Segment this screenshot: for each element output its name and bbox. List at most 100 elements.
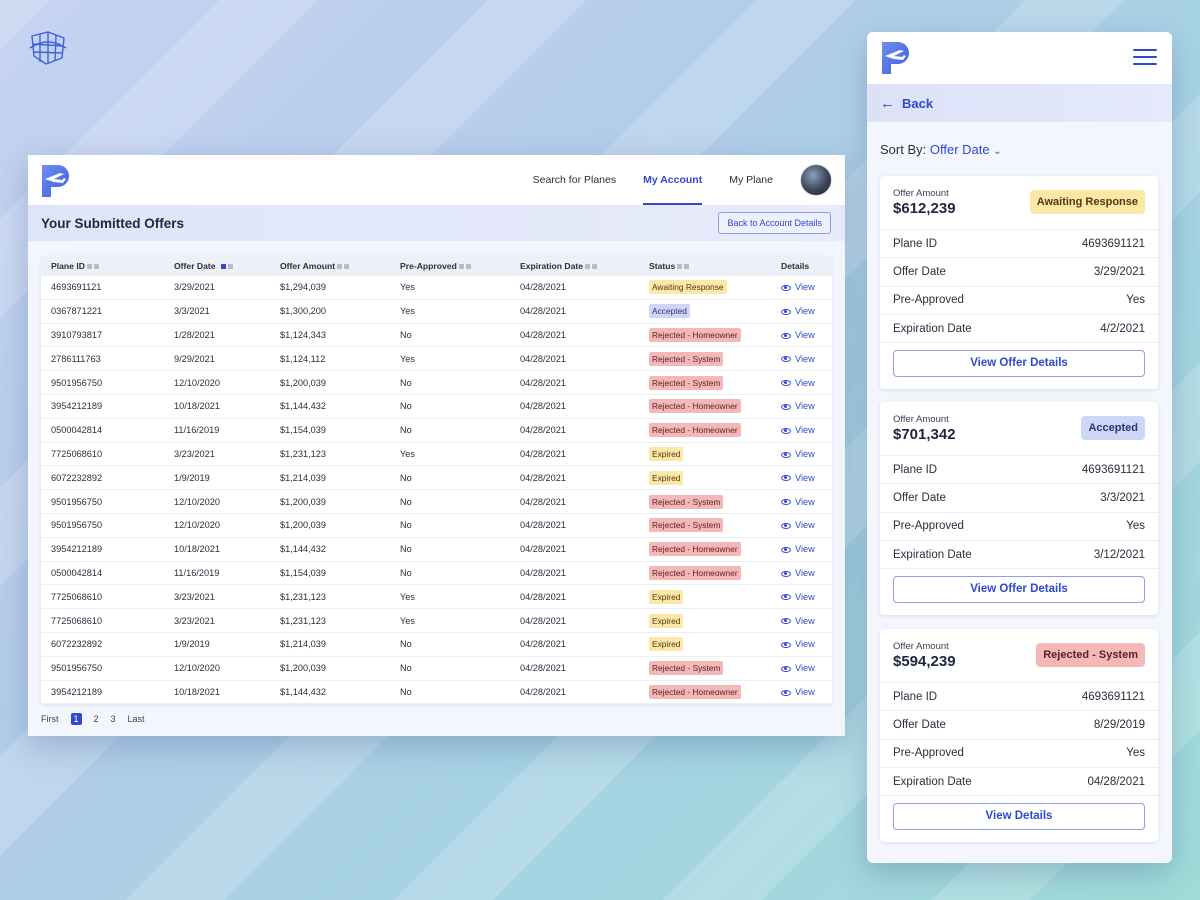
table-row: 0500042814 11/16/2019 $1,154,039 No 04/28/20… xyxy=(41,419,832,443)
col-header-offer-amount[interactable]: Offer Amount xyxy=(280,261,350,271)
field-label: Pre-Approved xyxy=(893,747,964,760)
view-link[interactable]: View xyxy=(781,544,815,554)
cell-status: Rejected - System xyxy=(649,375,724,390)
eye-icon xyxy=(781,475,791,482)
col-header-offer-date[interactable]: Offer Date xyxy=(174,261,233,271)
offer-card-field: Expiration Date 4/2/2021 xyxy=(880,315,1158,344)
sort-icon[interactable] xyxy=(684,264,690,270)
nav-my-plane[interactable]: My Plane xyxy=(729,174,773,186)
table-row: 3910793817 1/28/2021 $1,124,343 No 04/28/202… xyxy=(41,324,832,348)
table-cell: 12/10/2020 xyxy=(174,520,220,531)
status-badge: Rejected - Homeowner xyxy=(649,684,741,699)
eye-icon xyxy=(781,332,791,339)
table-cell: No xyxy=(400,663,412,674)
view-offer-details-button[interactable]: View Offer Details xyxy=(893,576,1145,604)
view-link[interactable]: View xyxy=(781,616,815,626)
cell-status: Rejected - System xyxy=(649,494,724,509)
eye-icon xyxy=(781,594,791,601)
sort-dropdown[interactable]: Offer Date ⌄ xyxy=(929,142,1002,157)
view-label: View xyxy=(795,472,815,483)
page-3[interactable]: 3 xyxy=(110,714,116,724)
eye-icon xyxy=(781,641,791,648)
offer-card-field: Pre-Approved Yes xyxy=(880,740,1158,768)
chevron-down-icon: ⌄ xyxy=(993,146,1002,157)
sort-icon[interactable] xyxy=(227,264,233,270)
view-label: View xyxy=(795,615,815,626)
logo-p-plane-icon[interactable] xyxy=(40,163,72,199)
table-cell: 04/28/2021 xyxy=(520,663,566,674)
view-link[interactable]: View xyxy=(781,497,815,507)
table-cell: 3/23/2021 xyxy=(174,591,215,602)
view-link[interactable]: View xyxy=(781,473,815,483)
view-link[interactable]: View xyxy=(781,687,815,697)
mobile-window: ← Back Sort By: Offer Date ⌄ Offer Amoun… xyxy=(867,32,1172,863)
page-last[interactable]: Last xyxy=(127,714,145,724)
table-cell: 04/28/2021 xyxy=(520,686,566,697)
view-link[interactable]: View xyxy=(781,520,815,530)
sort-icon[interactable] xyxy=(93,264,99,270)
table-cell: 0367871221 xyxy=(51,306,103,317)
offer-card-header: Offer Amount $701,342 Accepted xyxy=(880,402,1158,456)
plan-sketch-icon xyxy=(29,31,67,65)
field-label: Plane ID xyxy=(893,463,938,476)
view-link[interactable]: View xyxy=(781,449,815,459)
back-to-account-button[interactable]: Back to Account Details xyxy=(718,212,831,234)
col-header-expiration-date[interactable]: Expiration Date xyxy=(520,261,598,271)
status-badge: Rejected - Homeowner xyxy=(649,399,741,414)
view-link[interactable]: View xyxy=(781,378,815,388)
sort-icon[interactable] xyxy=(465,264,471,270)
sort-icon[interactable] xyxy=(592,264,598,270)
page-2[interactable]: 2 xyxy=(93,714,99,724)
table-cell: 1/28/2021 xyxy=(174,329,215,340)
status-badge: Rejected - Homeowner xyxy=(649,565,741,580)
col-header-pre-approved[interactable]: Pre-Approved xyxy=(400,261,471,271)
table-row: 3954212189 10/18/2021 $1,144,432 No 04/28/20… xyxy=(41,395,832,419)
status-badge: Awaiting Response xyxy=(649,280,727,295)
view-offer-details-button[interactable]: View Offer Details xyxy=(893,350,1145,378)
view-link[interactable]: View xyxy=(781,639,815,649)
field-label: Plane ID xyxy=(893,237,938,250)
view-link[interactable]: View xyxy=(781,330,815,340)
logo-p-plane-icon[interactable] xyxy=(880,40,912,76)
view-label: View xyxy=(795,686,815,697)
table-cell: $1,231,123 xyxy=(280,448,326,459)
field-value: 4693691121 xyxy=(1081,463,1145,476)
avatar[interactable] xyxy=(800,164,832,196)
view-label: View xyxy=(795,663,815,674)
sort-icon[interactable] xyxy=(337,264,343,270)
table-cell: 04/28/2021 xyxy=(520,567,566,578)
view-link[interactable]: View xyxy=(781,282,815,292)
view-link[interactable]: View xyxy=(781,425,815,435)
sort-icon[interactable] xyxy=(677,264,683,270)
table-cell: 3910793817 xyxy=(51,329,103,340)
sort-icon[interactable] xyxy=(344,264,350,270)
view-link[interactable]: View xyxy=(781,663,815,673)
sort-icon[interactable] xyxy=(220,264,226,270)
eye-icon xyxy=(781,570,791,577)
sort-icon[interactable] xyxy=(86,264,92,270)
col-header-plane-id[interactable]: Plane ID xyxy=(51,261,99,271)
view-link[interactable]: View xyxy=(781,354,815,364)
view-link[interactable]: View xyxy=(781,592,815,602)
page-first[interactable]: First xyxy=(41,714,59,724)
sort-icon[interactable] xyxy=(458,264,464,270)
field-value: Yes xyxy=(1126,294,1145,307)
view-offer-details-button[interactable]: View Details xyxy=(893,803,1145,831)
back-link[interactable]: ← Back xyxy=(867,84,1172,122)
table-cell: 2786111763 xyxy=(51,353,101,364)
view-link[interactable]: View xyxy=(781,401,815,411)
view-link[interactable]: View xyxy=(781,306,815,316)
col-header-status[interactable]: Status xyxy=(649,261,690,271)
table-cell: $1,200,039 xyxy=(280,520,326,531)
view-link[interactable]: View xyxy=(781,568,815,578)
table-cell: $1,144,432 xyxy=(280,686,326,697)
nav-my-account[interactable]: My Account xyxy=(643,155,703,205)
hamburger-menu-icon[interactable] xyxy=(1133,49,1157,65)
sort-icon[interactable] xyxy=(585,264,591,270)
eye-icon xyxy=(781,284,791,291)
table-row: 9501956750 12/10/2020 $1,200,039 No 04/28/20… xyxy=(41,371,832,395)
field-label: Expiration Date xyxy=(893,322,972,335)
nav-search-planes[interactable]: Search for Planes xyxy=(532,174,617,186)
status-badge: Accepted xyxy=(649,304,690,319)
page-1[interactable]: 1 xyxy=(70,713,82,725)
